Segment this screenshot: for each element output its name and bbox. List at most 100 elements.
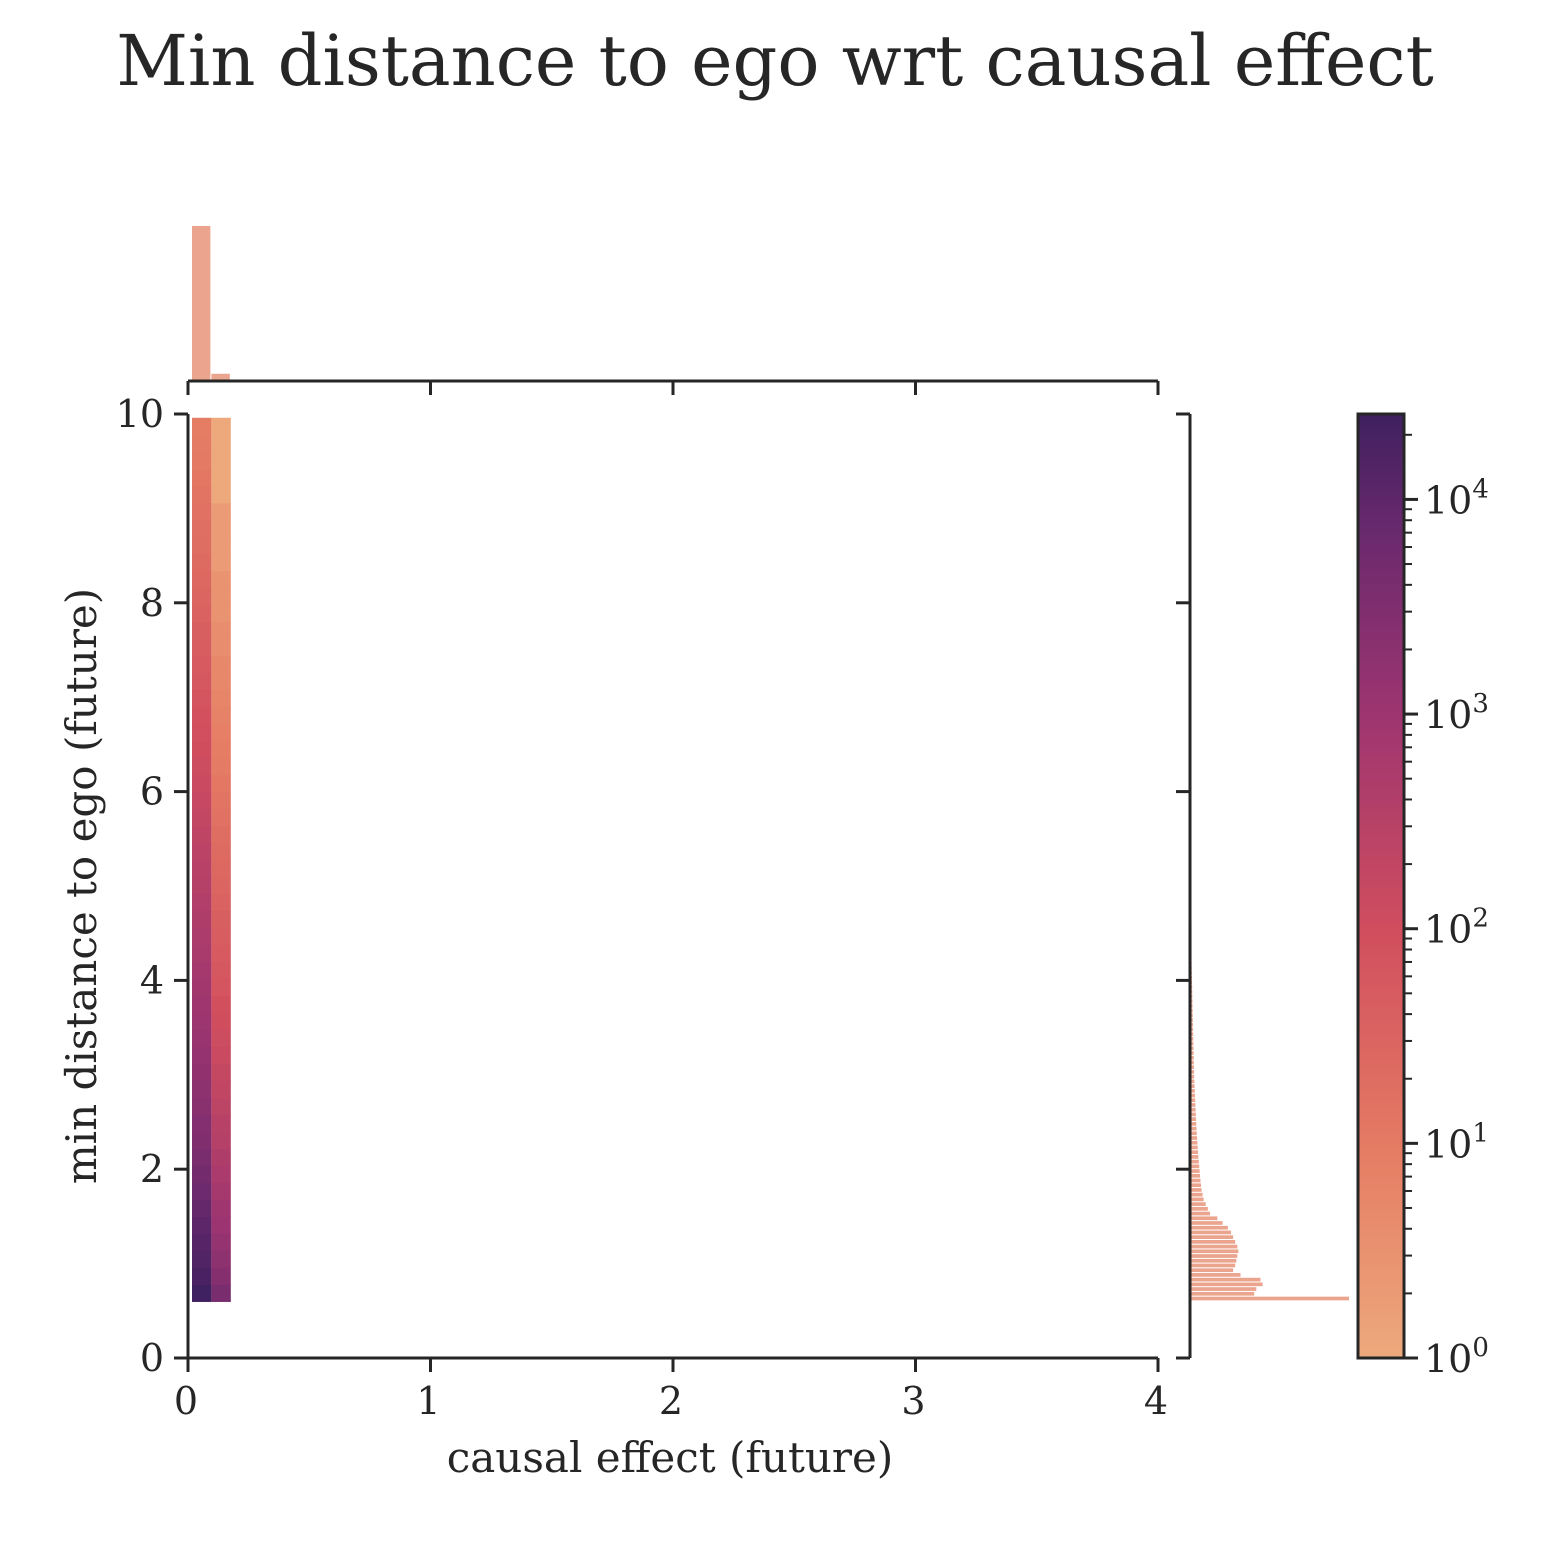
chart-title: Min distance to ego wrt causal effect xyxy=(116,20,1434,102)
heatmap-cell xyxy=(192,1080,212,1099)
marginal-y-bar xyxy=(1191,1103,1196,1107)
heatmap-cell xyxy=(211,859,231,878)
heatmap-cell xyxy=(211,587,231,606)
x-tick-label: 2 xyxy=(659,1379,683,1423)
marginal-y-bar xyxy=(1191,1173,1201,1178)
heatmap-cell xyxy=(192,672,212,691)
marginal-y-bar xyxy=(1191,1126,1197,1131)
heatmap-cell xyxy=(192,1199,212,1217)
marginal-y-bar xyxy=(1191,1008,1193,1013)
marginal-y-bar xyxy=(1191,1018,1193,1022)
heatmap-cell xyxy=(211,740,231,759)
marginal-y-bar xyxy=(1191,1197,1204,1202)
marginal-y-bar xyxy=(1191,1291,1255,1296)
marginal-y-bar xyxy=(1191,1249,1239,1254)
heatmap-cell xyxy=(211,1080,231,1099)
heatmap-cell xyxy=(211,842,231,861)
heatmap-cell xyxy=(192,842,212,861)
y-tick-label: 2 xyxy=(140,1147,164,1191)
marginal-y-bar xyxy=(1191,994,1193,999)
heatmap-cell xyxy=(192,553,212,572)
colorbar-tick-label: 103 xyxy=(1424,689,1489,737)
marginal-y-histogram xyxy=(1191,923,1349,1301)
marginal-y-bar xyxy=(1191,1268,1234,1273)
heatmap-cell xyxy=(211,1029,231,1048)
heatmap-cell xyxy=(192,1063,212,1082)
marginal-y-bar xyxy=(1191,1013,1193,1018)
heatmap-cell xyxy=(192,791,212,810)
marginal-y-bar xyxy=(1191,1070,1195,1074)
marginal-y-bar xyxy=(1191,1079,1195,1084)
marginal-y-bar xyxy=(1191,1122,1197,1126)
heatmap-cell xyxy=(192,621,212,640)
colorbar-tick-label: 102 xyxy=(1424,904,1489,952)
heatmap-cell xyxy=(211,791,231,810)
colorbar xyxy=(1358,414,1404,1358)
marginal-y-bar xyxy=(1191,1169,1200,1173)
heatmap-cell xyxy=(192,995,212,1014)
y-tick-label: 10 xyxy=(116,392,164,436)
heatmap-cell xyxy=(211,468,231,487)
heatmap-cell xyxy=(211,893,231,912)
marginal-y-bar xyxy=(1191,1112,1196,1117)
marginal-y-bar xyxy=(1191,1046,1194,1051)
heatmap-cell xyxy=(211,1250,231,1268)
heatmap-cell xyxy=(192,1114,212,1133)
heatmap-cell xyxy=(192,876,212,895)
marginal-y-bar xyxy=(1191,1221,1223,1225)
colorbar-tick-label: 100 xyxy=(1424,1333,1489,1381)
heatmap-cell xyxy=(211,485,231,504)
heatmap-cell xyxy=(192,536,212,555)
y-axis-label: min distance to ego (future) xyxy=(57,588,106,1184)
marginal-x-bar xyxy=(192,226,211,381)
marginal-y-bar xyxy=(1191,1093,1195,1098)
heatmap-cell xyxy=(211,1233,231,1251)
marginal-y-bar xyxy=(1191,1254,1238,1258)
heatmap-cell xyxy=(192,825,212,844)
marginal-y-bar xyxy=(1191,1004,1193,1008)
heatmap-cell xyxy=(192,587,212,606)
heatmap-cell xyxy=(192,706,212,725)
marginal-y-bar xyxy=(1191,1136,1198,1140)
heatmap-cell xyxy=(192,1148,212,1167)
marginal-y-bar xyxy=(1191,1216,1218,1221)
heatmap-cell xyxy=(211,808,231,827)
marginal-y-bar xyxy=(1191,1088,1195,1093)
heatmap-cell xyxy=(211,672,231,691)
heatmap-cell xyxy=(211,519,231,538)
marginal-y-bar xyxy=(1191,999,1193,1003)
marginal-y-bar xyxy=(1191,1240,1236,1244)
heatmap-cell xyxy=(211,689,231,708)
heatmap-cell xyxy=(211,417,231,436)
heatmap-cell xyxy=(211,1182,231,1201)
y-tick-label: 8 xyxy=(140,581,164,625)
marginal-y-bar xyxy=(1191,1277,1261,1282)
marginal-y-bar xyxy=(1191,1225,1228,1230)
heatmap-cell xyxy=(192,451,212,470)
marginal-y-bar xyxy=(1191,1192,1203,1197)
heatmap-cell xyxy=(211,1267,231,1285)
marginal-y-bar xyxy=(1191,1296,1349,1301)
heatmap-cell xyxy=(211,978,231,997)
colorbar-tick-label: 101 xyxy=(1424,1118,1489,1166)
heatmap-cell xyxy=(192,1029,212,1048)
heatmap-cell xyxy=(211,638,231,657)
heatmap-cell xyxy=(211,1165,231,1184)
heatmap-cell xyxy=(192,655,212,674)
heatmap-cell xyxy=(211,706,231,725)
heatmap-cell xyxy=(192,944,212,963)
heatmap-cell xyxy=(211,434,231,453)
heatmap-cell xyxy=(211,944,231,963)
heatmap-cell xyxy=(192,417,212,436)
marginal-y-bar xyxy=(1191,1244,1238,1249)
marginal-y-bar xyxy=(1191,1065,1194,1070)
marginal-y-bar xyxy=(1191,1051,1194,1055)
heatmap-cell xyxy=(192,434,212,453)
heatmap-cell xyxy=(211,961,231,980)
marginal-y-bar xyxy=(1191,1287,1257,1291)
x-tick-label: 4 xyxy=(1144,1379,1168,1423)
heatmap-cell xyxy=(192,961,212,980)
marginal-y-bar xyxy=(1191,1159,1199,1164)
heatmap-cell xyxy=(211,1114,231,1133)
heatmap-cell xyxy=(211,995,231,1014)
